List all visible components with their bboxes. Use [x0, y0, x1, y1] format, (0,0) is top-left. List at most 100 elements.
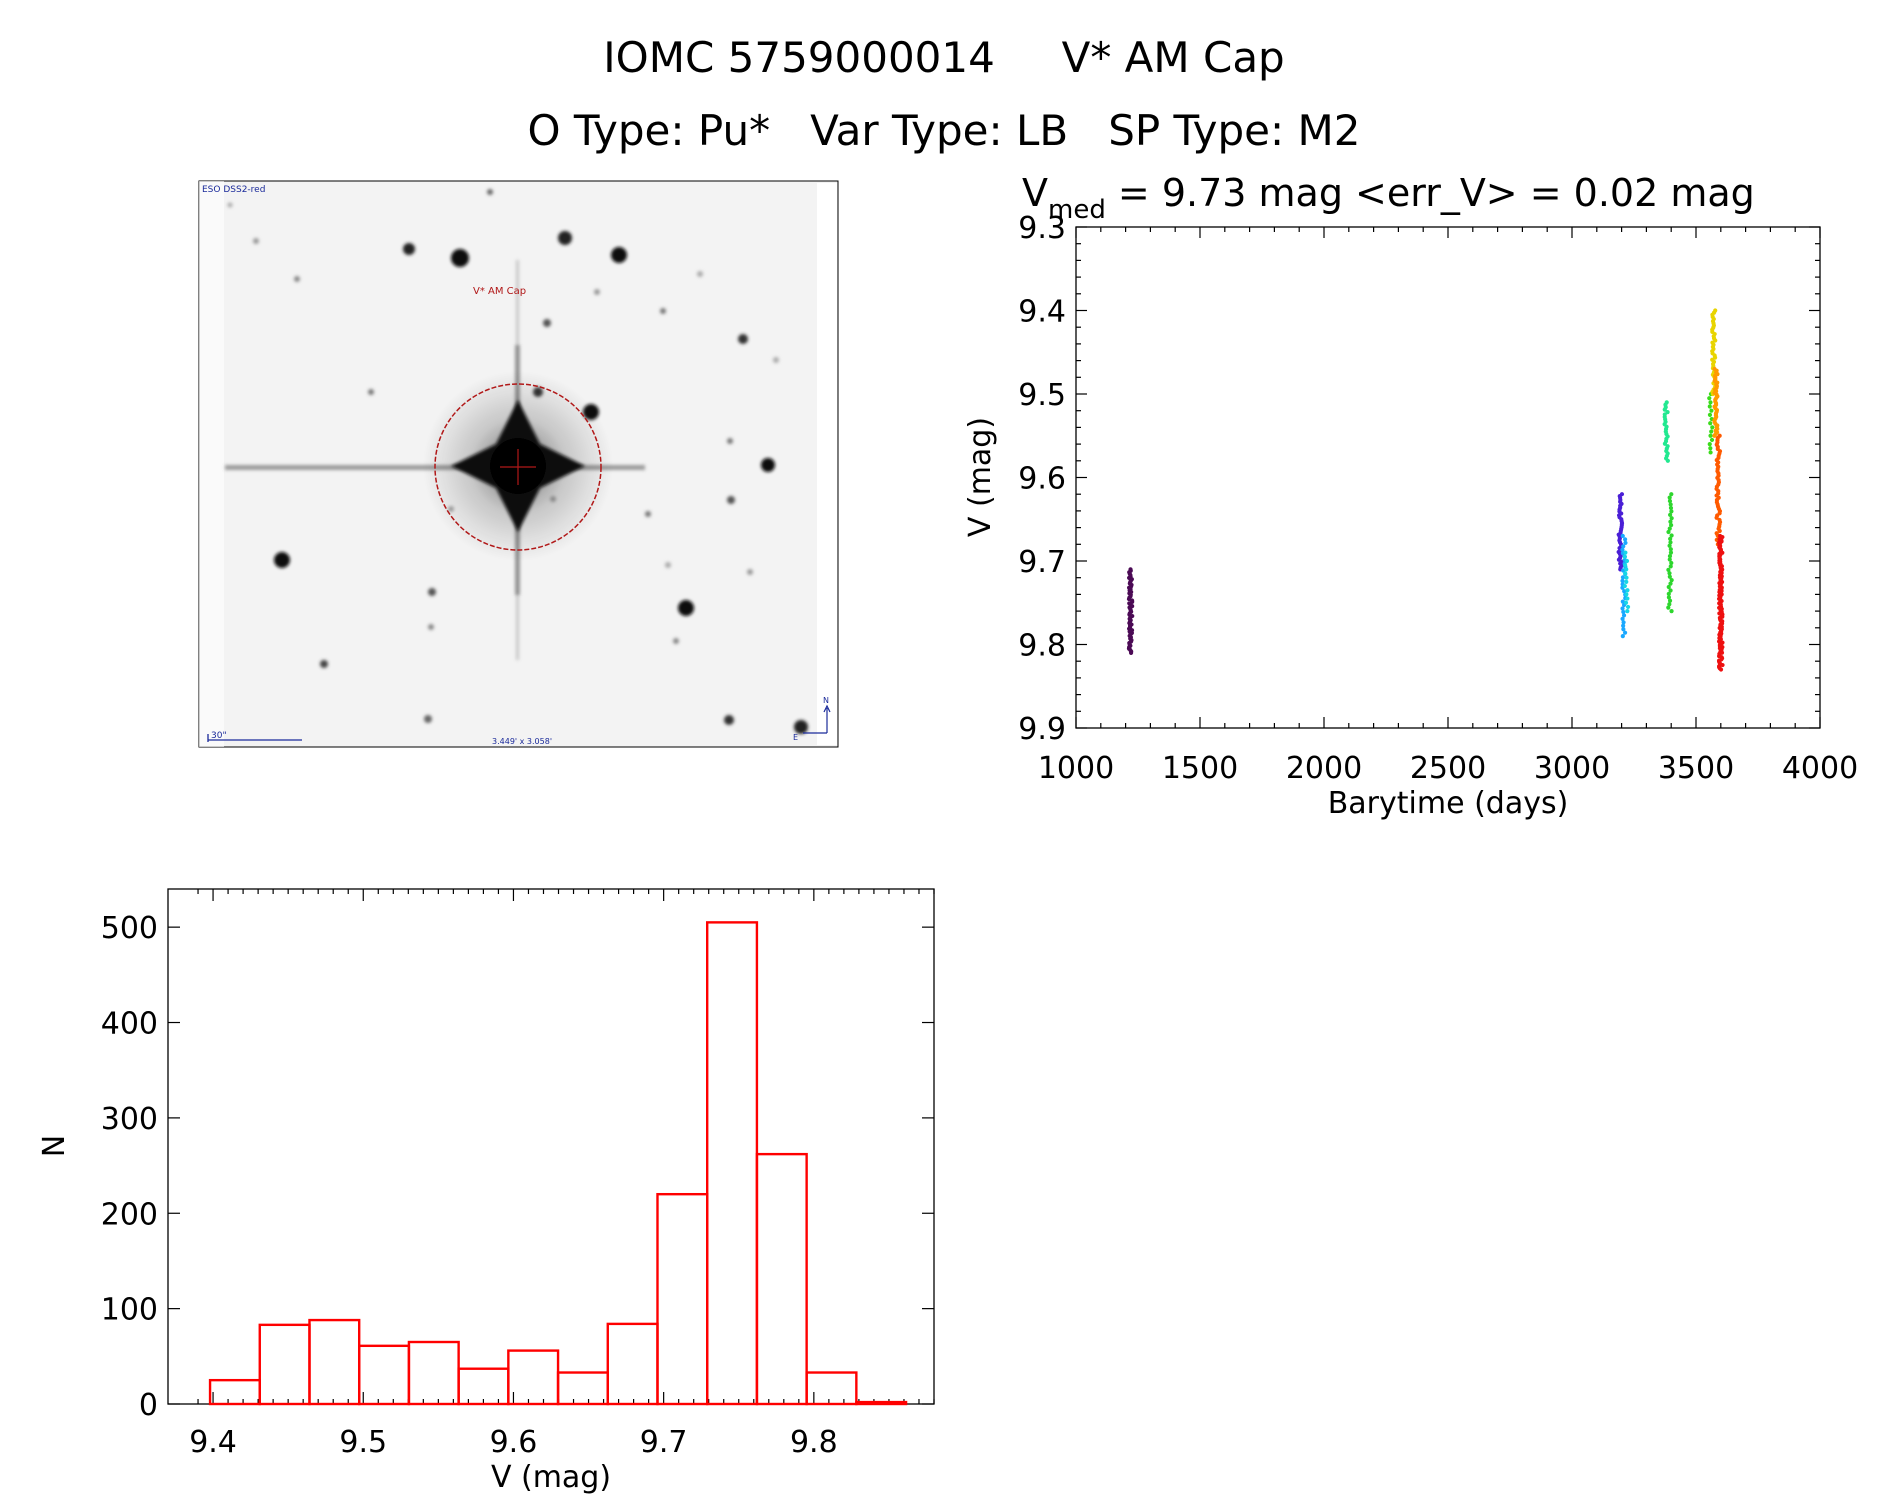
lightcurve-point — [1708, 446, 1713, 451]
lightcurve-point — [1662, 441, 1668, 446]
lightcurve-point — [1708, 433, 1713, 438]
lightcurve-point — [1668, 536, 1673, 541]
field-stars — [227, 189, 808, 734]
figure-title-line2: O Type: Pu* Var Type: LB SP Type: M2 — [528, 106, 1361, 155]
lightcurve-point — [1624, 567, 1629, 572]
lightcurve-point — [1666, 605, 1671, 610]
lightcurve-point — [1667, 574, 1672, 579]
lightcurve-ylabel: V (mag) — [963, 417, 998, 537]
lightcurve-point — [1625, 604, 1631, 610]
lightcurve-point — [1669, 492, 1674, 497]
lightcurve-title: Vmed = 9.73 mag <err_V> = 0.02 mag — [1022, 171, 1755, 225]
lightcurve-point — [1669, 533, 1674, 538]
histogram-ytick-label: 0 — [139, 1388, 158, 1423]
lightcurve-point — [1712, 355, 1718, 360]
lightcurve-ytick-label: 9.5 — [1018, 378, 1066, 413]
lightcurve-point — [1622, 589, 1627, 594]
histogram-xlabel: V (mag) — [491, 1460, 611, 1494]
lightcurve-point — [1625, 588, 1630, 593]
lightcurve-point — [1708, 400, 1713, 405]
lightcurve-point — [1668, 564, 1673, 569]
lightcurve-ytick-label: 9.8 — [1018, 629, 1066, 664]
histogram-bar — [308, 1318, 361, 1406]
lightcurve-xtick-label: 3000 — [1534, 751, 1610, 786]
lightcurve-point — [1709, 408, 1714, 413]
histogram-xtick-label: 9.6 — [490, 1425, 538, 1460]
lightcurve-xtick-label: 3500 — [1658, 751, 1734, 786]
lightcurve-point — [1621, 620, 1626, 625]
lightcurve-point — [1707, 412, 1713, 417]
lightcurve-point — [1624, 592, 1629, 597]
lightcurve-point — [1620, 634, 1625, 639]
lightcurve-point — [1718, 667, 1724, 672]
lightcurve-point — [1624, 575, 1629, 580]
lightcurve-title-rest: = 9.73 mag <err_V> = 0.02 mag — [1106, 171, 1755, 215]
lightcurve-point — [1621, 613, 1627, 618]
histogram-bar — [208, 1378, 261, 1406]
lightcurve-point — [1710, 425, 1715, 430]
lightcurve-point — [1707, 404, 1712, 409]
lightcurve-point — [1714, 515, 1719, 520]
lightcurve-ytick-label: 9.4 — [1018, 295, 1066, 330]
lightcurve-point — [1668, 550, 1674, 555]
histogram-ticks: 9.4 9.5 9.6 9.7 9.8 0 100 200 300 400 500 — [101, 889, 935, 1460]
lightcurve-xtick-label: 4000 — [1782, 751, 1858, 786]
histogram-ytick-label: 100 — [101, 1293, 158, 1328]
lightcurve-xtick-label: 2000 — [1286, 751, 1362, 786]
histogram-bar — [606, 1322, 659, 1406]
histogram-bars — [208, 921, 908, 1406]
compass-north-label: N — [823, 696, 829, 705]
histogram-bar — [855, 1400, 908, 1406]
lightcurve-point — [1625, 596, 1630, 601]
survey-label: ESO DSS2-red — [202, 185, 265, 195]
scale-bar-label: 30" — [211, 731, 227, 741]
lightcurve-point — [1668, 581, 1673, 586]
compass-east-label: E — [793, 733, 798, 742]
lightcurve-point — [1666, 591, 1671, 597]
histogram-bar — [507, 1349, 560, 1406]
lightcurve-xtick-label: 1500 — [1162, 751, 1238, 786]
lightcurve-point — [1624, 558, 1630, 564]
lightcurve-point — [1667, 571, 1672, 576]
lightcurve-point — [1666, 567, 1671, 572]
lightcurve-point — [1668, 547, 1673, 552]
histogram-bar — [357, 1344, 411, 1406]
lightcurve-point — [1665, 458, 1670, 463]
lightcurve-point — [1624, 579, 1629, 584]
lightcurve-point — [1667, 553, 1673, 559]
lightcurve-point — [1621, 544, 1626, 549]
compass-icon — [803, 704, 831, 734]
lightcurve-point — [1667, 543, 1672, 548]
lightcurve-point — [1620, 575, 1626, 580]
lightcurve-point — [1622, 537, 1628, 542]
lightcurve-title-symbol: V — [1022, 171, 1048, 215]
lightcurve-point — [1622, 554, 1627, 559]
lightcurve-ticks: 1000 1500 2000 2500 3000 3500 4000 9.3 9.4 9.5 9.6… — [1018, 211, 1858, 786]
lightcurve-point — [1667, 602, 1672, 607]
lightcurve-point — [1622, 630, 1628, 635]
lightcurve-point — [1668, 540, 1673, 545]
fov-label: 3.449' x 3.058' — [492, 737, 552, 746]
lightcurve-point — [1667, 598, 1673, 603]
lightcurve-xtick-label: 2500 — [1410, 751, 1486, 786]
lightcurve-point — [1620, 606, 1625, 611]
histogram-bar — [706, 921, 759, 1406]
lightcurve-point — [1669, 509, 1674, 514]
histogram-ylabel: N — [37, 1135, 72, 1157]
lightcurve-point — [1668, 505, 1674, 511]
sky-image-panel: V* AM Cap ESO DSS2-red 30" 3.449' x 3.05… — [198, 180, 839, 748]
lightcurve-point — [1720, 662, 1725, 668]
figure-title-line1: IOMC 5759000014 V* AM Cap — [603, 33, 1284, 82]
lightcurve-point — [1708, 450, 1713, 455]
lightcurve-plot-frame — [1075, 226, 1821, 729]
lightcurve-point — [1709, 429, 1714, 434]
lightcurve-point — [1623, 563, 1628, 568]
lightcurve-point — [1625, 609, 1630, 614]
aperture-circle — [434, 383, 602, 551]
lightcurve-point — [1621, 609, 1626, 615]
lightcurve-point — [1669, 516, 1674, 521]
histogram-ytick-label: 200 — [101, 1197, 158, 1232]
lightcurve-point — [1623, 540, 1628, 545]
lightcurve-point — [1666, 529, 1671, 535]
